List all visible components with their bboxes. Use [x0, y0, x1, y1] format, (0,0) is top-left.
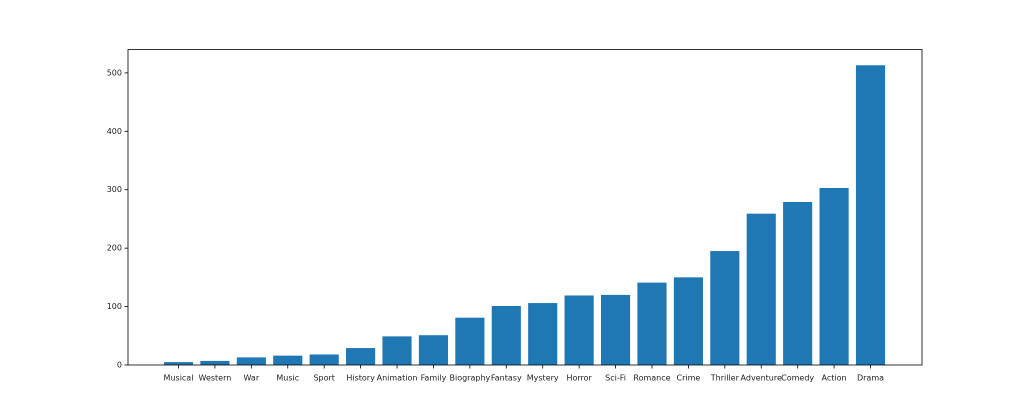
x-tick-label-sci-fi: Sci-Fi	[605, 374, 626, 383]
bar-sport	[309, 354, 339, 365]
x-tick-label-sport: Sport	[313, 374, 334, 383]
bar-music	[273, 355, 303, 365]
y-tick-label-300: 300	[107, 185, 122, 194]
x-tick-label-family: Family	[421, 374, 447, 383]
bar-romance	[637, 282, 667, 365]
x-tick-label-mystery: Mystery	[527, 374, 559, 383]
x-tick-label-adventure: Adventure	[741, 374, 782, 383]
bar-history	[346, 348, 376, 365]
x-tick-label-western: Western	[199, 374, 232, 383]
y-tick-label-500: 500	[107, 68, 122, 77]
plot-frame	[127, 49, 923, 366]
x-tick-label-musical: Musical	[164, 374, 194, 383]
bar-thriller	[710, 251, 740, 365]
x-tick-label-music: Music	[276, 374, 299, 383]
bar-musical	[163, 362, 194, 365]
bar-action	[819, 187, 849, 365]
bar-western	[200, 360, 230, 365]
bar-war	[236, 357, 266, 365]
y-axis: 0 100 200 300 400 500	[107, 68, 128, 370]
x-tick-label-crime: Crime	[676, 374, 700, 383]
x-tick-label-animation: Animation	[377, 374, 418, 383]
y-tick-label-100: 100	[107, 302, 122, 311]
x-tick-label-history: History	[346, 374, 375, 383]
bar-biography	[455, 317, 485, 365]
bar-drama	[855, 65, 886, 366]
x-tick-label-war: War	[244, 374, 260, 383]
x-tick-label-biography: Biography	[449, 374, 490, 383]
x-tick-label-drama: Drama	[857, 374, 884, 383]
bar-crime	[673, 277, 703, 365]
bar-horror	[564, 295, 594, 365]
x-tick-label-comedy: Comedy	[781, 374, 814, 383]
bar-comedy	[783, 201, 813, 365]
x-tick-label-thriller: Thriller	[710, 374, 740, 383]
x-axis: Musical Western War Music Sport History Animat…	[164, 365, 884, 383]
y-tick-label-200: 200	[107, 244, 122, 253]
x-tick-label-action: Action	[822, 374, 847, 383]
bar-adventure	[746, 213, 776, 365]
bar-mystery	[528, 303, 558, 365]
y-tick-label-0: 0	[117, 361, 122, 370]
bar-sci-fi	[600, 294, 631, 365]
x-tick-label-horror: Horror	[566, 374, 592, 383]
bars-group	[163, 65, 886, 366]
bar-animation	[382, 336, 412, 365]
y-tick-label-400: 400	[107, 127, 122, 136]
x-tick-label-fantasy: Fantasy	[491, 374, 522, 383]
x-tick-label-romance: Romance	[633, 374, 670, 383]
bar-fantasy	[491, 305, 521, 365]
bar-family	[418, 335, 449, 365]
